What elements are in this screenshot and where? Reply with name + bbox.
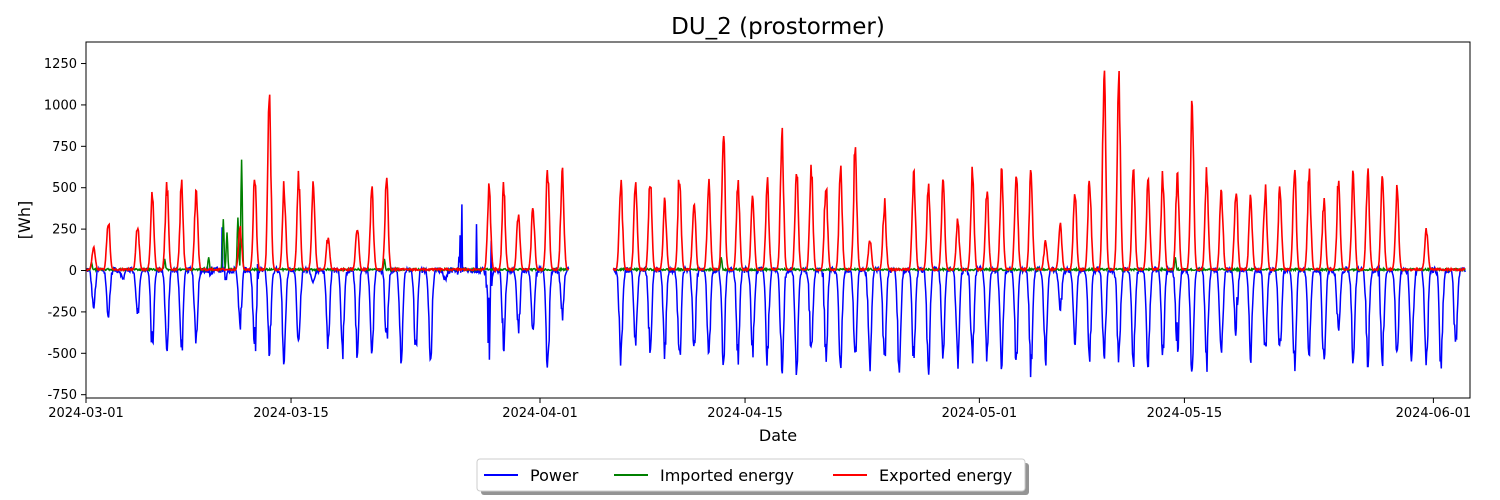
legend-label-power: Power bbox=[530, 466, 579, 485]
plot-frame bbox=[85, 41, 1471, 399]
legend-label-imported: Imported energy bbox=[660, 466, 794, 485]
x-axis-label: Date bbox=[759, 426, 797, 445]
x-tick-label: 2024-03-01 bbox=[48, 406, 124, 421]
legend: Power Imported energy Exported energy bbox=[476, 458, 1029, 495]
x-tick-label: 2024-04-15 bbox=[707, 406, 783, 421]
x-tick-label: 2024-04-01 bbox=[502, 406, 578, 421]
y-tick-label: 0 bbox=[69, 264, 77, 279]
legend-label-exported: Exported energy bbox=[879, 466, 1012, 485]
y-tick-label: 500 bbox=[52, 181, 77, 196]
series-exported-energy-line bbox=[85, 70, 1466, 273]
y-axis: -750 -500 -250 0 250 500 750 1000 1250 bbox=[44, 57, 86, 403]
plot-area bbox=[86, 42, 1470, 398]
y-tick-label: 1250 bbox=[44, 57, 77, 72]
y-tick-label: 750 bbox=[52, 140, 77, 155]
y-tick-label: -750 bbox=[47, 388, 77, 403]
x-tick-label: 2024-05-01 bbox=[942, 406, 1018, 421]
chart-title: DU_2 (prostormer) bbox=[671, 14, 885, 40]
y-tick-label: -250 bbox=[47, 305, 77, 320]
y-axis-label: [Wh] bbox=[15, 201, 34, 239]
y-tick-label: 1000 bbox=[44, 98, 77, 113]
x-tick-label: 2024-03-15 bbox=[253, 406, 329, 421]
series-layer bbox=[85, 70, 1466, 378]
x-tick-label: 2024-05-15 bbox=[1147, 406, 1223, 421]
y-tick-label: -500 bbox=[47, 347, 77, 362]
series-power-line bbox=[85, 204, 1466, 378]
x-axis: 2024-03-01 2024-03-15 2024-04-01 2024-04-15… bbox=[48, 398, 1471, 421]
y-tick-label: 250 bbox=[52, 223, 77, 238]
x-tick-label: 2024-06-01 bbox=[1396, 406, 1472, 421]
legend-box bbox=[476, 458, 1026, 492]
